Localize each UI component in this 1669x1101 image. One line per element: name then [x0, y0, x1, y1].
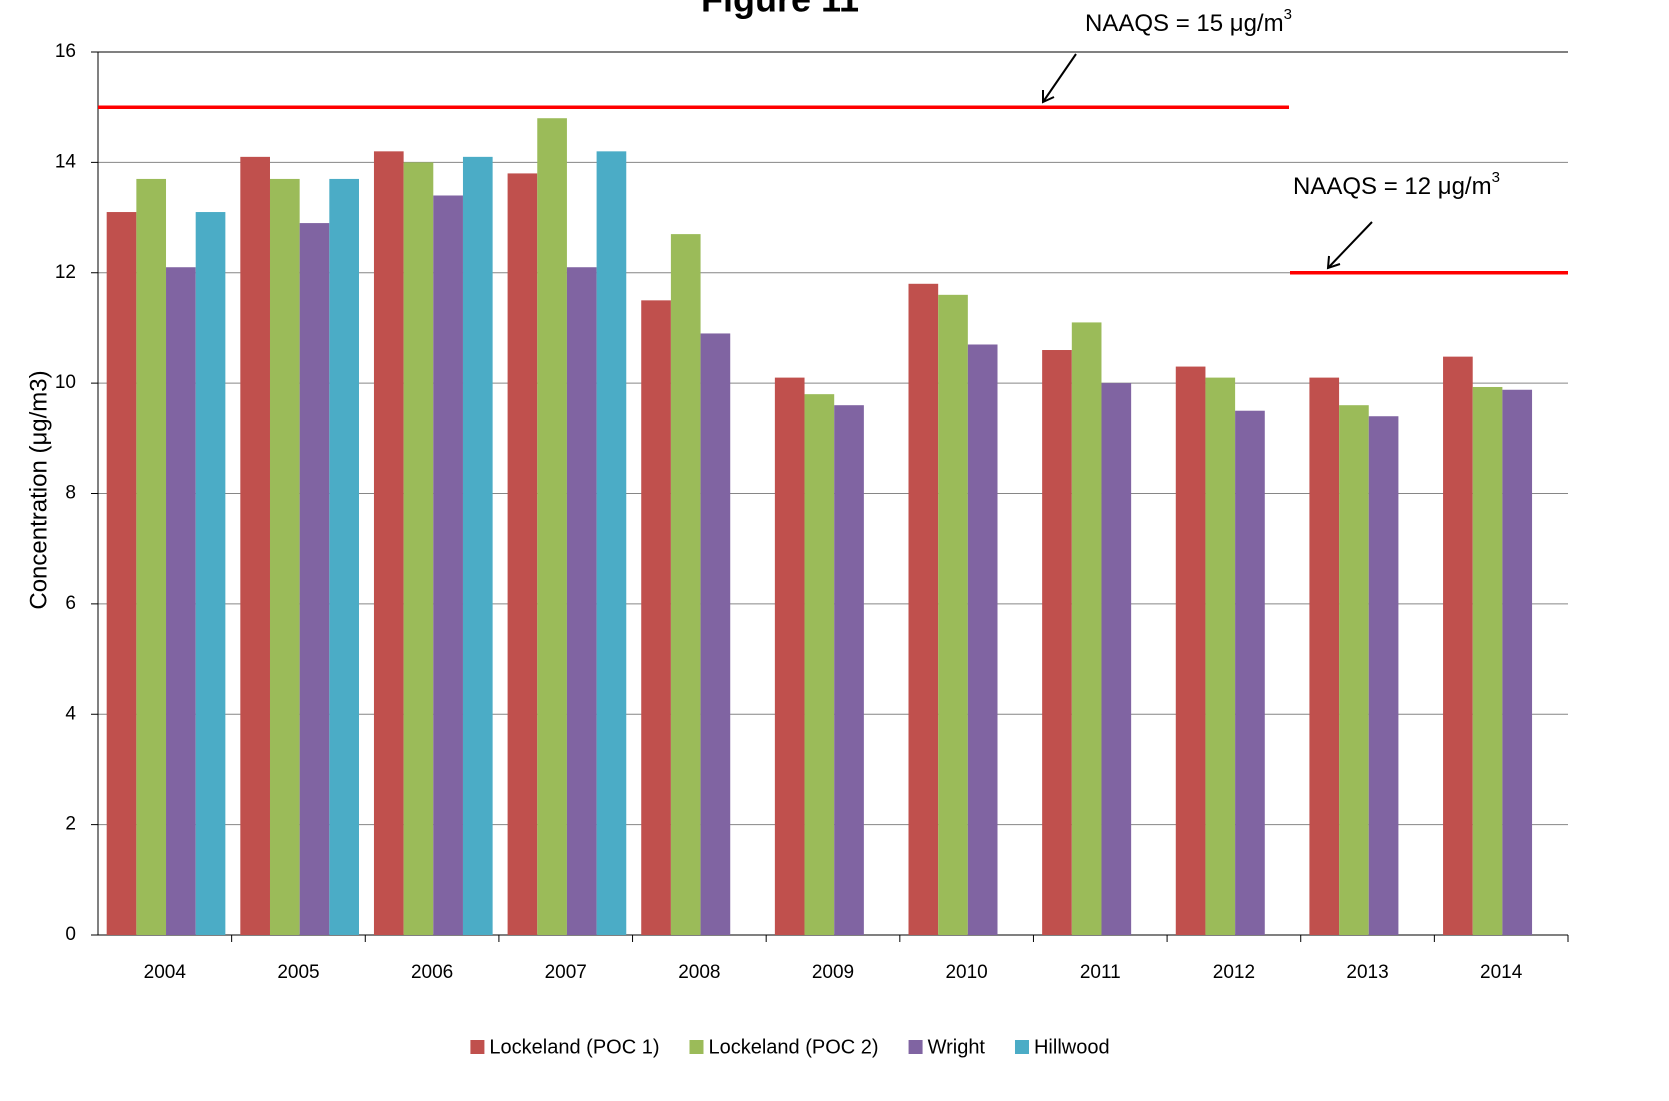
- x-tick-label: 2009: [812, 962, 854, 983]
- bar: [641, 300, 671, 935]
- annotation-arrow: [1327, 221, 1373, 269]
- bar: [195, 212, 226, 935]
- bar: [106, 212, 137, 935]
- x-tick-label: 2013: [1346, 962, 1388, 983]
- bar: [804, 394, 835, 936]
- bar: [269, 178, 300, 935]
- bar: [166, 267, 196, 935]
- bar: [299, 223, 330, 936]
- legend: Lockeland (POC 1) Lockeland (POC 2) Wright…: [470, 1036, 1110, 1058]
- x-tick-label: 2008: [678, 962, 720, 983]
- y-tick-label: 14: [55, 151, 77, 172]
- bar: [329, 178, 359, 935]
- reference-label-text: NAAQS = 15 μg/m: [1085, 10, 1284, 37]
- bar: [1368, 416, 1399, 935]
- legend-swatch: [689, 1040, 704, 1054]
- bar: [1443, 356, 1473, 935]
- bar: [596, 151, 627, 935]
- chart-title: Figure 11: [701, 0, 859, 20]
- y-tick-label: 16: [55, 41, 76, 62]
- bar: [373, 151, 404, 935]
- y-tick-label: 10: [55, 372, 76, 393]
- bar: [1071, 322, 1102, 935]
- bar: [507, 173, 538, 936]
- x-tick-label: 2011: [1080, 962, 1121, 983]
- bar: [967, 344, 998, 935]
- legend-label: Lockeland (POC 1): [489, 1036, 659, 1058]
- bar: [1502, 389, 1533, 935]
- bar: [834, 405, 864, 935]
- y-tick-label: 8: [65, 483, 76, 504]
- y-tick-label: 0: [65, 924, 76, 945]
- x-tick-label: 2004: [144, 962, 187, 983]
- bar: [1101, 383, 1132, 935]
- y-tick-label: 2: [65, 814, 76, 835]
- bar: [774, 377, 805, 935]
- legend-label: Wright: [928, 1036, 986, 1058]
- reference-label-text: NAAQS = 12 μg/m: [1293, 173, 1492, 200]
- legend-swatch: [470, 1040, 485, 1054]
- annotation-arrow: [1042, 53, 1077, 103]
- bar: [938, 294, 968, 935]
- reference-label: NAAQS = 12 μg/m3: [1293, 169, 1500, 200]
- arrowhead: [1326, 255, 1341, 270]
- bar: [670, 234, 701, 935]
- legend-label: Hillwood: [1034, 1036, 1110, 1058]
- bar: [403, 162, 434, 935]
- x-tick-label: 2006: [411, 962, 453, 983]
- bar: [136, 178, 167, 935]
- x-tick-label: 2014: [1480, 962, 1523, 983]
- legend-swatch: [908, 1040, 923, 1054]
- y-tick-label: 6: [65, 593, 76, 614]
- bar: [240, 156, 270, 935]
- bar: [1042, 350, 1072, 935]
- x-tick-label: 2005: [277, 962, 319, 983]
- bar: [700, 333, 731, 935]
- x-tick-label: 2012: [1213, 962, 1255, 983]
- bar: [1235, 410, 1265, 935]
- bar: [1175, 366, 1206, 936]
- x-tick-label: 2007: [545, 962, 587, 983]
- bar: [1339, 405, 1369, 935]
- bar: [462, 156, 493, 935]
- x-tick-label: 2010: [945, 962, 987, 983]
- legend-swatch: [1014, 1040, 1029, 1054]
- bar: [433, 195, 463, 936]
- arrowhead: [1042, 90, 1055, 104]
- bar: [1205, 377, 1236, 935]
- bar: [1472, 386, 1503, 935]
- y-axis-label: Concentration (μg/m3): [25, 370, 52, 609]
- bar: [566, 267, 597, 935]
- legend-label: Lockeland (POC 2): [708, 1036, 878, 1058]
- y-tick-label: 12: [55, 262, 76, 283]
- reference-label-sup: 3: [1492, 169, 1500, 186]
- bar: [908, 283, 939, 936]
- reference-label: NAAQS = 15 μg/m3: [1085, 6, 1292, 37]
- bar: [1309, 377, 1340, 935]
- reference-label-sup: 3: [1284, 6, 1292, 23]
- y-tick-label: 4: [65, 703, 76, 724]
- bar: [537, 118, 567, 936]
